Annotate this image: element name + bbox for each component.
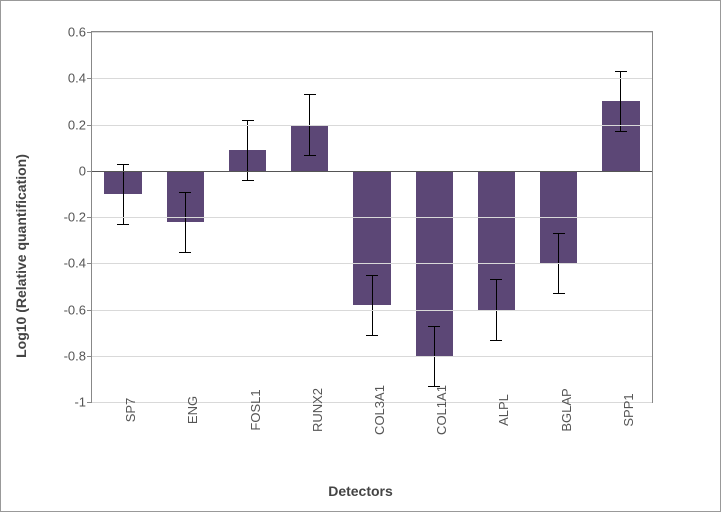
- ytick-label: 0.6: [68, 25, 86, 40]
- xtick-label: ENG: [185, 396, 200, 424]
- grid-line: [92, 310, 652, 311]
- xtick-label: SPP1: [621, 393, 636, 426]
- error-cap: [304, 155, 316, 156]
- y-axis-label: Log10 (Relative quantification): [13, 154, 29, 358]
- error-bar: [185, 192, 186, 252]
- error-cap: [490, 340, 502, 341]
- error-cap: [242, 120, 254, 121]
- ytick-mark: [87, 217, 92, 218]
- xtick-label: ALPL: [496, 394, 511, 426]
- grid-line: [92, 356, 652, 357]
- error-bar: [620, 71, 621, 131]
- error-cap: [490, 279, 502, 280]
- xtick-label: FOSL1: [248, 389, 263, 430]
- xtick-label: RUNX2: [310, 388, 325, 432]
- error-cap: [366, 275, 378, 276]
- error-cap: [428, 326, 440, 327]
- error-cap: [615, 131, 627, 132]
- grid-line: [92, 125, 652, 126]
- ytick-mark: [87, 263, 92, 264]
- error-cap: [366, 335, 378, 336]
- ytick-label: 0.2: [68, 117, 86, 132]
- ytick-label: -0.2: [64, 210, 86, 225]
- grid-line: [92, 78, 652, 79]
- ytick-label: -0.8: [64, 348, 86, 363]
- xtick-label: COL1A1: [434, 385, 449, 435]
- error-cap: [117, 224, 129, 225]
- chart-container: Log10 (Relative quantification) -1-0.8-0…: [0, 0, 721, 512]
- error-cap: [304, 94, 316, 95]
- ytick-label: -0.6: [64, 302, 86, 317]
- ytick-label: 0.4: [68, 71, 86, 86]
- error-cap: [179, 252, 191, 253]
- error-bar: [123, 164, 124, 224]
- x-axis-label: Detectors: [328, 483, 393, 499]
- grid-line: [92, 263, 652, 264]
- xtick-label: SP7: [123, 398, 138, 423]
- ytick-mark: [87, 356, 92, 357]
- ytick-mark: [87, 402, 92, 403]
- ytick-mark: [87, 125, 92, 126]
- error-cap: [553, 233, 565, 234]
- ytick-label: 0: [79, 163, 86, 178]
- ytick-mark: [87, 32, 92, 33]
- xtick-label: COL3A1: [372, 385, 387, 435]
- error-cap: [117, 164, 129, 165]
- ytick-label: -0.4: [64, 256, 86, 271]
- grid-line: [92, 32, 652, 33]
- error-cap: [553, 293, 565, 294]
- ytick-mark: [87, 171, 92, 172]
- ytick-mark: [87, 78, 92, 79]
- grid-line: [92, 217, 652, 218]
- error-cap: [242, 180, 254, 181]
- xtick-label: BGLAP: [559, 388, 574, 431]
- ytick-label: -1: [74, 395, 86, 410]
- error-cap: [615, 71, 627, 72]
- error-cap: [179, 192, 191, 193]
- plot-area: -1-0.8-0.6-0.4-0.200.20.40.6SP7ENGFOSL1R…: [91, 31, 653, 403]
- grid-line: [92, 171, 652, 172]
- error-bar: [372, 275, 373, 335]
- ytick-mark: [87, 310, 92, 311]
